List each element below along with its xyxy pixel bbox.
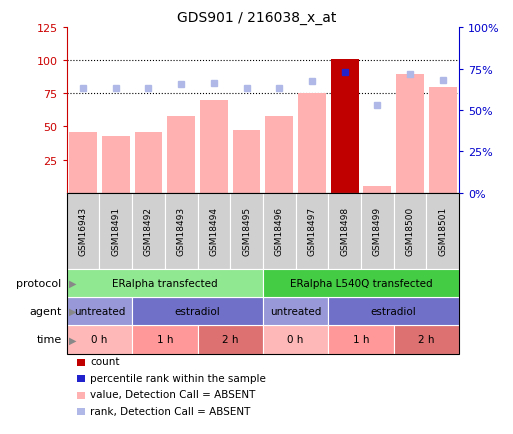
Text: GSM18499: GSM18499 [373,207,382,256]
Text: GSM18500: GSM18500 [406,207,415,256]
Text: 2 h: 2 h [222,335,239,345]
Text: untreated: untreated [270,306,321,316]
Text: ▶: ▶ [69,335,77,345]
Text: GSM18493: GSM18493 [176,207,186,256]
Text: 0 h: 0 h [287,335,304,345]
Bar [396,74,424,193]
Text: GSM18492: GSM18492 [144,207,153,256]
Text: percentile rank within the sample: percentile rank within the sample [90,373,266,383]
Text: GSM18501: GSM18501 [438,207,447,256]
Text: protocol: protocol [16,278,62,288]
Text: GSM16943: GSM16943 [78,207,88,256]
Text: 1 h: 1 h [156,335,173,345]
Text: 2 h: 2 h [418,335,435,345]
Text: GSM18494: GSM18494 [209,207,219,256]
Text: 0 h: 0 h [91,335,108,345]
Bar [200,101,228,193]
Text: agent: agent [29,306,62,316]
Bar [102,136,130,193]
Text: value, Detection Call = ABSENT: value, Detection Call = ABSENT [90,390,255,399]
Text: GDS901 / 216038_x_at: GDS901 / 216038_x_at [177,11,336,25]
Text: ▶: ▶ [69,278,77,288]
Text: rank, Detection Call = ABSENT: rank, Detection Call = ABSENT [90,406,251,416]
Bar [233,131,261,193]
Text: GSM18497: GSM18497 [307,207,317,256]
Bar [429,88,457,193]
Bar [364,187,391,193]
Text: ERalpha L540Q transfected: ERalpha L540Q transfected [290,278,432,288]
Text: estradiol: estradiol [174,306,221,316]
Text: count: count [90,357,120,366]
Text: estradiol: estradiol [371,306,417,316]
Text: GSM18496: GSM18496 [275,207,284,256]
Bar [134,132,162,193]
Text: GSM18491: GSM18491 [111,207,120,256]
Bar [331,60,359,193]
Text: ▶: ▶ [69,306,77,316]
Bar [298,94,326,193]
Text: untreated: untreated [74,306,125,316]
Bar [265,117,293,193]
Bar [69,132,97,193]
Text: GSM18498: GSM18498 [340,207,349,256]
Text: GSM18495: GSM18495 [242,207,251,256]
Bar [167,117,195,193]
Text: ERalpha transfected: ERalpha transfected [112,278,218,288]
Text: 1 h: 1 h [353,335,369,345]
Text: time: time [36,335,62,345]
